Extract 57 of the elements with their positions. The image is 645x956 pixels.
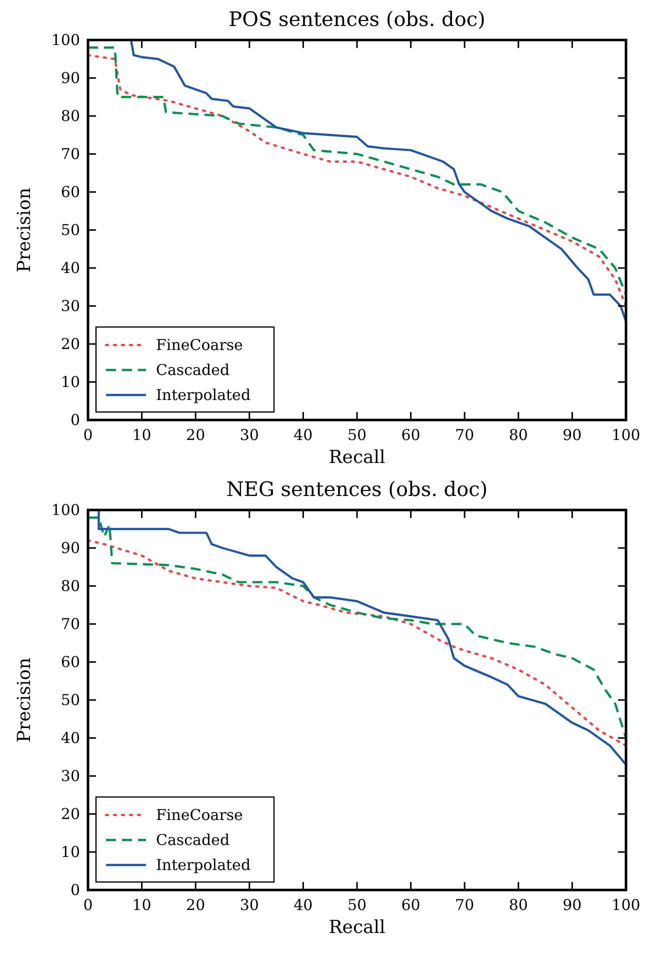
y-tick-label: 10 bbox=[60, 843, 80, 861]
x-tick-label: 50 bbox=[347, 426, 367, 444]
y-tick-label: 30 bbox=[60, 297, 80, 315]
x-tick-label: 100 bbox=[612, 426, 640, 444]
x-tick-label: 0 bbox=[83, 896, 93, 914]
chart-title: NEG sentences (obs. doc) bbox=[226, 477, 488, 501]
x-tick-label: 10 bbox=[132, 896, 152, 914]
x-tick-label: 40 bbox=[294, 896, 313, 914]
y-tick-label: 0 bbox=[70, 411, 80, 429]
chart-title: POS sentences (obs. doc) bbox=[228, 7, 486, 31]
x-tick-label: 40 bbox=[294, 426, 313, 444]
y-tick-label: 30 bbox=[60, 767, 80, 785]
y-tick-label: 50 bbox=[60, 221, 80, 239]
y-tick-label: 70 bbox=[60, 145, 80, 163]
y-tick-label: 100 bbox=[51, 31, 80, 49]
x-tick-label: 10 bbox=[132, 426, 152, 444]
x-tick-label: 20 bbox=[186, 896, 206, 914]
y-axis-title: Precision bbox=[14, 657, 35, 742]
x-axis-title: Recall bbox=[328, 447, 386, 468]
x-tick-label: 30 bbox=[240, 896, 259, 914]
x-tick-label: 90 bbox=[562, 426, 582, 444]
x-tick-label: 90 bbox=[562, 896, 582, 914]
x-tick-label: 70 bbox=[455, 426, 474, 444]
y-tick-label: 60 bbox=[60, 183, 80, 201]
x-tick-label: 80 bbox=[508, 896, 528, 914]
legend-label: FineCoarse bbox=[156, 806, 244, 824]
y-tick-label: 20 bbox=[60, 335, 80, 353]
y-tick-label: 40 bbox=[60, 259, 80, 277]
y-tick-label: 0 bbox=[70, 881, 80, 899]
x-axis-title: Recall bbox=[328, 917, 386, 938]
legend-label: FineCoarse bbox=[156, 336, 244, 354]
y-tick-label: 80 bbox=[60, 107, 80, 125]
x-tick-label: 0 bbox=[83, 426, 93, 444]
x-tick-label: 50 bbox=[347, 896, 367, 914]
x-tick-label: 70 bbox=[455, 896, 474, 914]
line-series bbox=[130, 38, 628, 322]
x-tick-label: 30 bbox=[240, 426, 259, 444]
y-tick-label: 90 bbox=[60, 539, 80, 557]
y-tick-label: 60 bbox=[60, 653, 80, 671]
y-tick-label: 10 bbox=[60, 373, 80, 391]
y-tick-label: 20 bbox=[60, 805, 80, 823]
x-tick-label: 20 bbox=[186, 426, 206, 444]
x-tick-label: 80 bbox=[508, 426, 528, 444]
x-tick-label: 60 bbox=[401, 426, 420, 444]
x-tick-label: 60 bbox=[401, 896, 420, 914]
y-tick-label: 40 bbox=[60, 729, 80, 747]
legend-label: Interpolated bbox=[156, 386, 251, 404]
y-tick-label: 50 bbox=[60, 691, 80, 709]
y-axis-title: Precision bbox=[14, 187, 35, 272]
legend-label: Cascaded bbox=[156, 361, 230, 379]
x-tick-label: 100 bbox=[612, 896, 640, 914]
legend-label: Interpolated bbox=[156, 856, 251, 874]
y-tick-label: 100 bbox=[51, 501, 80, 519]
legend-label: Cascaded bbox=[156, 831, 230, 849]
y-tick-label: 80 bbox=[60, 577, 80, 595]
y-tick-label: 70 bbox=[60, 615, 80, 633]
y-tick-label: 90 bbox=[60, 69, 80, 87]
